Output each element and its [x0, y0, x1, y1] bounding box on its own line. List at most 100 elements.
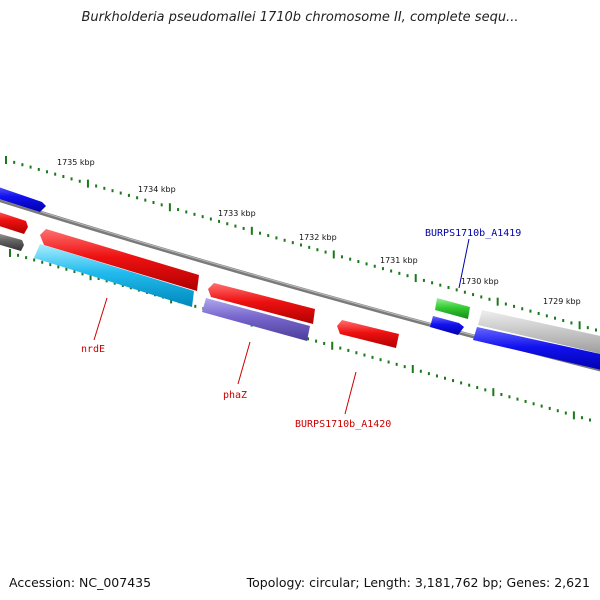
minor-tick: [435, 374, 438, 378]
minor-tick: [556, 409, 559, 413]
tick-label-1729: 1729 kbp: [543, 297, 581, 306]
minor-tick: [315, 339, 318, 343]
gene-label-A1419[interactable]: BURPS1710b_A1419: [425, 228, 521, 239]
gene-red-1[interactable]: [40, 229, 199, 291]
minor-tick: [529, 309, 532, 313]
minor-tick: [484, 388, 487, 392]
minor-tick: [476, 386, 479, 390]
gene-blue-right[interactable]: [473, 327, 600, 372]
minor-tick: [468, 383, 471, 387]
minor-tick: [234, 224, 237, 228]
minor-tick: [300, 243, 302, 247]
minor-tick: [136, 196, 139, 200]
tick-label-1730: 1730 kbp: [461, 277, 499, 286]
minor-tick: [41, 260, 44, 264]
major-tick: [331, 341, 334, 350]
gene-red-left[interactable]: [0, 209, 28, 234]
tick-label-1731: 1731 kbp: [380, 256, 418, 265]
map-title: Burkholderia pseudomallei 1710b chromoso…: [81, 10, 519, 25]
minor-tick: [45, 170, 48, 174]
gene-blue-left[interactable]: [0, 184, 46, 212]
minor-tick: [570, 321, 573, 325]
leader-line-A1420: [344, 371, 357, 415]
major-tick: [9, 249, 11, 257]
minor-tick: [452, 379, 455, 383]
minor-tick: [521, 307, 524, 311]
minor-tick: [70, 177, 73, 181]
gene-label-nrdE[interactable]: nrdE: [81, 344, 105, 355]
minor-tick: [78, 179, 81, 183]
minor-tick: [398, 271, 401, 275]
minor-tick: [218, 219, 221, 223]
minor-tick: [406, 274, 409, 278]
minor-tick: [95, 184, 98, 188]
minor-tick: [586, 326, 589, 330]
minor-tick: [21, 163, 24, 167]
minor-tick: [97, 277, 100, 281]
minor-tick: [259, 231, 262, 235]
gene-darkgray-left[interactable]: [0, 231, 24, 251]
major-tick: [168, 203, 171, 212]
major-tick: [86, 179, 89, 188]
minor-tick: [347, 348, 350, 352]
minor-tick: [13, 160, 16, 164]
minor-tick: [357, 260, 360, 264]
gene-red-2[interactable]: [208, 283, 315, 324]
minor-tick: [508, 395, 511, 399]
minor-tick: [17, 253, 20, 257]
tick-label-1734: 1734 kbp: [138, 185, 176, 194]
gene-label-A1420[interactable]: BURPS1710b_A1420: [295, 419, 391, 430]
minor-tick: [209, 217, 212, 221]
minor-tick: [339, 346, 342, 350]
minor-tick: [267, 234, 270, 238]
minor-tick: [427, 372, 430, 376]
major-tick: [332, 250, 335, 259]
minor-tick: [381, 267, 384, 271]
minor-tick: [307, 337, 310, 341]
minor-tick: [455, 288, 458, 292]
minor-tick: [54, 172, 57, 176]
minor-tick: [545, 314, 548, 318]
minor-tick: [472, 293, 475, 297]
minor-tick: [387, 360, 390, 364]
major-tick: [414, 274, 417, 283]
leader-line-A1419: [458, 238, 470, 289]
gene-blue-small[interactable]: [430, 316, 464, 335]
minor-tick: [516, 397, 519, 401]
minor-tick: [403, 365, 406, 369]
minor-tick: [275, 236, 278, 240]
minor-tick: [323, 341, 326, 345]
topology-text: Topology: circular; Length: 3,181,762 bp…: [246, 575, 590, 590]
minor-tick: [460, 381, 463, 385]
minor-tick: [562, 319, 565, 323]
minor-tick: [111, 189, 114, 193]
gene-purple-phaZ[interactable]: [202, 298, 310, 341]
minor-tick: [564, 411, 567, 415]
minor-tick: [589, 418, 591, 422]
leader-line-phaZ: [237, 341, 251, 385]
gene-label-phaZ[interactable]: phaZ: [223, 390, 247, 401]
gene-green-A1419[interactable]: [435, 298, 470, 319]
minor-tick: [371, 355, 374, 359]
minor-tick: [524, 399, 527, 403]
minor-tick: [119, 191, 122, 195]
tick-label-1735: 1735 kbp: [57, 158, 95, 167]
minor-tick: [29, 165, 32, 169]
gene-cyan-nrdE[interactable]: [34, 244, 194, 307]
gene-gray-right[interactable]: [478, 310, 600, 356]
minor-tick: [595, 328, 597, 332]
gene-red-A1420[interactable]: [337, 320, 399, 348]
minor-tick: [49, 263, 52, 267]
major-tick: [492, 388, 495, 397]
minor-tick: [201, 215, 204, 219]
minor-tick: [395, 362, 398, 366]
major-tick: [496, 297, 499, 306]
minor-tick: [177, 208, 180, 212]
minor-tick: [81, 272, 84, 276]
minor-tick: [447, 286, 450, 289]
minor-tick: [444, 376, 446, 380]
minor-tick: [340, 255, 343, 259]
minor-tick: [25, 256, 28, 260]
minor-tick: [480, 295, 483, 299]
